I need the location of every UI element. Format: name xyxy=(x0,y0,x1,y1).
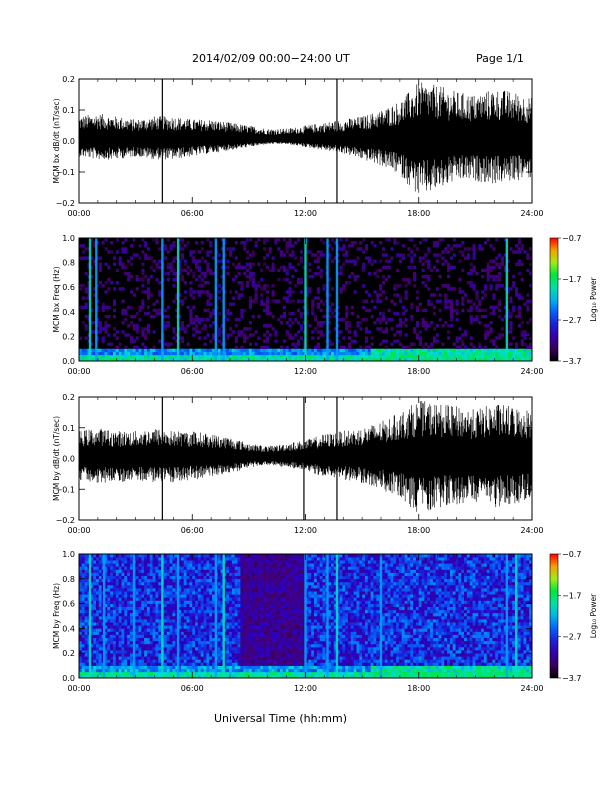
y-axis-label: MCM bx Freq (Hz) xyxy=(52,266,61,332)
spectral-line xyxy=(505,238,509,361)
x-tick-label: 06:00 xyxy=(181,209,204,218)
colorbar xyxy=(549,553,559,679)
colorbar-tick-label: −1.7 xyxy=(562,591,581,600)
colorbar-tick-label: −3.7 xyxy=(562,674,581,683)
dbdt-trace xyxy=(78,401,533,512)
x-tick-label: 00:00 xyxy=(67,367,90,376)
spectral-line xyxy=(335,554,339,678)
y-tick-label: 0.0 xyxy=(62,674,75,683)
spectral-line xyxy=(222,238,225,361)
colorbar-tick-label: −1.7 xyxy=(562,275,581,284)
y-tick-label: 0.2 xyxy=(62,649,75,658)
spectrogram-cells xyxy=(79,238,533,362)
x-tick-label: 24:00 xyxy=(520,367,543,376)
y-tick-label: 0.0 xyxy=(62,137,75,146)
x-tick-label: 24:00 xyxy=(520,684,543,693)
spectral-line xyxy=(214,554,218,678)
spectral-line xyxy=(176,554,180,678)
spectral-line xyxy=(326,554,329,678)
x-tick-label: 00:00 xyxy=(67,684,90,693)
y-tick-label: 0.2 xyxy=(62,75,75,84)
x-tick-label: 24:00 xyxy=(520,209,543,218)
spectral-line xyxy=(95,238,98,361)
colorbar-tick-label: −2.7 xyxy=(562,633,581,642)
colorbar-tick-label: −0.7 xyxy=(562,550,581,559)
x-tick-label: 12:00 xyxy=(294,209,317,218)
x-tick-label: 06:00 xyxy=(181,684,204,693)
y-tick-label: 0.4 xyxy=(62,624,75,633)
dbdt-trace xyxy=(78,82,533,193)
y-tick-label: 0.8 xyxy=(62,575,75,584)
spectral-line xyxy=(102,554,106,678)
spectral-line xyxy=(132,554,136,678)
y-tick-label: 0.6 xyxy=(62,283,75,292)
colorbar-tick-label: −3.7 xyxy=(562,357,581,366)
spectral-line xyxy=(161,238,164,361)
page-number: Page 1/1 xyxy=(476,52,524,65)
spectral-line xyxy=(379,554,383,678)
x-tick-label: 12:00 xyxy=(294,684,317,693)
x-tick-label: 18:00 xyxy=(407,526,430,535)
x-tick-label: 18:00 xyxy=(407,209,430,218)
spectral-line xyxy=(214,238,218,361)
y-axis-label: MCM by Freq (Hz) xyxy=(52,583,61,649)
x-tick-label: 00:00 xyxy=(67,526,90,535)
x-tick-label: 12:00 xyxy=(294,367,317,376)
x-tick-label: 06:00 xyxy=(181,526,204,535)
y-tick-label: 0.0 xyxy=(62,455,75,464)
y-tick-label: 0.2 xyxy=(62,332,75,341)
y-tick-label: 0.2 xyxy=(62,393,75,402)
spectral-line xyxy=(176,238,180,361)
colorbar-label: Log₁₀ Power xyxy=(589,276,598,321)
y-tick-label: −0.1 xyxy=(56,168,75,177)
x-tick-label: 06:00 xyxy=(181,367,204,376)
spectral-line xyxy=(326,238,329,361)
x-tick-label: 18:00 xyxy=(407,684,430,693)
x-tick-label: 12:00 xyxy=(294,526,317,535)
x-tick-label: 24:00 xyxy=(520,526,543,535)
y-tick-label: −0.2 xyxy=(56,516,75,525)
colorbar-tick-label: −0.7 xyxy=(562,234,581,243)
spectral-line xyxy=(335,238,339,361)
y-tick-label: 0.6 xyxy=(62,600,75,609)
y-tick-label: 0.0 xyxy=(62,357,75,366)
y-tick-label: 0.4 xyxy=(62,308,75,317)
spectral-line xyxy=(505,554,509,678)
colorbar-label: Log₁₀ Power xyxy=(589,593,598,638)
y-tick-label: −0.1 xyxy=(56,485,75,494)
spectral-line xyxy=(88,238,92,361)
y-tick-label: −0.2 xyxy=(56,199,75,208)
y-axis-label: MCM bx dB/dt (nT/sec) xyxy=(52,98,61,183)
y-tick-label: 1.0 xyxy=(62,234,75,243)
colorbar-tick-label: −2.7 xyxy=(562,316,581,325)
spectral-line xyxy=(304,238,307,361)
x-tick-label: 00:00 xyxy=(67,209,90,218)
y-tick-label: 1.0 xyxy=(62,550,75,559)
spectral-line xyxy=(222,554,225,678)
spectral-line xyxy=(304,554,307,678)
spectral-line xyxy=(515,554,518,678)
spectral-line xyxy=(88,554,92,678)
spectral-line xyxy=(161,554,164,678)
y-tick-label: 0.8 xyxy=(62,259,75,268)
y-tick-label: 0.1 xyxy=(62,106,75,115)
x-tick-label: 18:00 xyxy=(407,367,430,376)
x-axis-title: Universal Time (hh:mm) xyxy=(214,712,347,725)
y-tick-label: 0.1 xyxy=(62,424,75,433)
colorbar xyxy=(549,237,559,362)
plot-title: 2014/02/09 00:00−24:00 UT xyxy=(192,52,350,65)
y-axis-label: MCM by dB/dt (nT/sec) xyxy=(52,416,61,501)
